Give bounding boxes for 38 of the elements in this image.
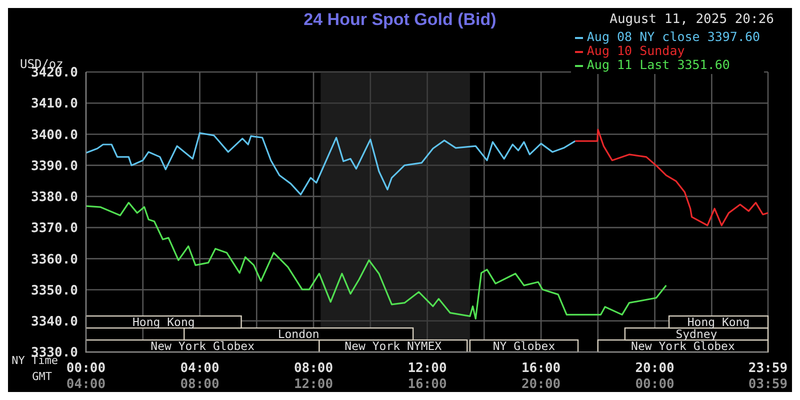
- y-tick-label: 3360.0: [31, 252, 78, 268]
- x2-tick-label: 00:00: [635, 377, 675, 392]
- x2-axis-title: GMT: [32, 370, 52, 383]
- y-tick-label: 3390.0: [31, 158, 78, 174]
- x-tick-label: 12:00: [408, 361, 448, 376]
- legend-label: Aug 11 Last 3351.60: [586, 57, 731, 72]
- y-tick-label: 3400.0: [31, 128, 78, 143]
- x2-tick-label: 03:59: [748, 377, 788, 392]
- band-label: New York NYMEX: [344, 339, 442, 353]
- legend-label: Aug 08 NY close 3397.60: [586, 29, 760, 44]
- line-series: [86, 132, 576, 196]
- y-tick-label: 3350.0: [31, 283, 78, 298]
- y-tick-label: 3410.0: [31, 96, 78, 112]
- x2-tick-label: 20:00: [521, 377, 561, 392]
- x2-tick-label: 08:00: [180, 377, 220, 392]
- band-label: Hong Kong: [132, 315, 195, 329]
- y-tick-label: 3380.0: [31, 190, 78, 206]
- x-tick-label: 23:59: [748, 361, 788, 376]
- x-tick-label: 16:00: [521, 361, 561, 376]
- y-tick-label: 3340.0: [31, 314, 78, 330]
- x2-tick-label: 12:00: [294, 377, 334, 392]
- x-tick-label: 20:00: [635, 361, 675, 376]
- y-tick-label: 3370.0: [31, 221, 78, 236]
- legend-label: Aug 10 Sunday: [586, 43, 686, 58]
- band-label: Sydney: [676, 327, 718, 341]
- line-series: [574, 128, 768, 226]
- band-label: NY Globex: [492, 339, 556, 353]
- band-label: London: [278, 327, 320, 341]
- x2-tick-label: 04:00: [66, 377, 106, 392]
- x-tick-label: 08:00: [294, 361, 334, 376]
- x-tick-label: 04:00: [180, 361, 220, 376]
- chart-subtitle: August 11, 2025 20:26: [610, 12, 774, 27]
- band-label: New York Globex: [150, 339, 255, 353]
- x2-tick-label: 16:00: [408, 377, 448, 392]
- x-tick-label: 00:00: [66, 361, 106, 376]
- chart-title: 24 Hour Spot Gold (Bid): [304, 10, 496, 29]
- band-label: New York Globex: [631, 339, 735, 353]
- band-label: Hong Kong: [687, 315, 750, 329]
